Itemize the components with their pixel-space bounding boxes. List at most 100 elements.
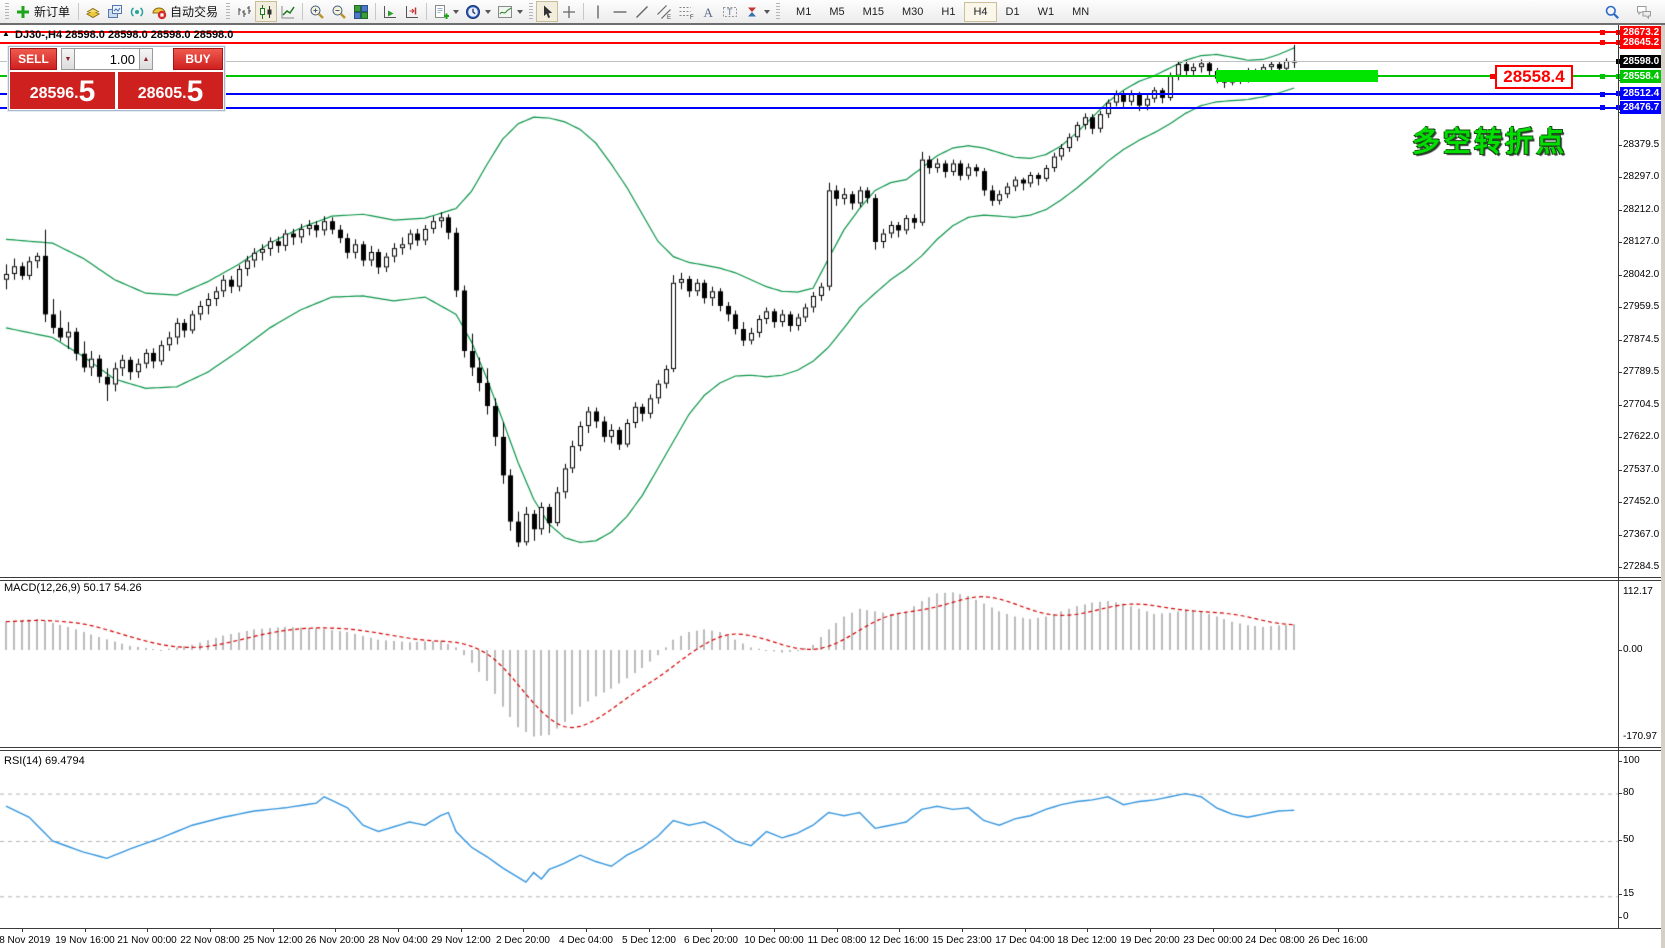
hline-icon (612, 4, 628, 20)
signals-button[interactable] (126, 1, 148, 22)
hline-28673.2[interactable] (0, 31, 1618, 33)
zoom-in-button[interactable] (306, 1, 328, 22)
buy-price-display[interactable]: 28605. 5 (118, 72, 223, 109)
candlestick-chart-canvas[interactable] (0, 25, 1618, 577)
rsi-separator-bottom (0, 750, 1665, 751)
community-chat-button[interactable] (1633, 1, 1655, 22)
line-endpoint-marker[interactable] (1600, 105, 1605, 111)
price-tick-label: 28297.0 (1623, 171, 1660, 182)
timeframe-mn[interactable]: MN (1072, 5, 1090, 18)
cursor-button[interactable] (536, 1, 559, 22)
label-icon: T (722, 4, 738, 20)
hline-28598.0[interactable] (0, 60, 1618, 62)
toolbar-divider (0, 23, 1665, 25)
timeframe-m30[interactable]: M30 (902, 5, 924, 18)
toolbar-grip[interactable] (529, 3, 534, 20)
timeframe-m1[interactable]: M1 (796, 5, 812, 18)
macd-separator-top[interactable] (0, 577, 1665, 578)
line-endpoint-marker[interactable] (1600, 73, 1605, 79)
volume-decrease-button[interactable]: ▼ (61, 48, 75, 70)
trendline-button[interactable] (631, 1, 653, 22)
rsi-scale-label: 15 (1623, 888, 1635, 899)
line-chart-icon (280, 4, 296, 20)
indicators-icon (433, 4, 450, 20)
candlestick-button[interactable] (255, 1, 278, 22)
turning-point-annotation[interactable]: 多空转折点 (1412, 126, 1568, 157)
rsi-separator-top[interactable] (0, 747, 1665, 748)
periods-button[interactable] (462, 1, 494, 22)
templates-button[interactable] (494, 1, 526, 22)
text-button[interactable]: A (697, 1, 719, 22)
autotrading-button[interactable]: 自动交易 (148, 1, 223, 22)
timeframe-h4[interactable]: H4 (964, 1, 997, 22)
search-icon (1604, 4, 1620, 20)
dropdown-arrow-icon[interactable] (517, 9, 524, 14)
rsi-indicator-canvas[interactable] (0, 751, 1618, 928)
sell-button[interactable]: SELL (10, 48, 57, 70)
crosshair-button[interactable] (558, 1, 580, 22)
toolbar-grip[interactable] (226, 3, 231, 20)
bar-chart-icon (236, 4, 252, 20)
sell-price-display[interactable]: 28596. 5 (10, 72, 115, 109)
price-tick-label: 27959.5 (1623, 301, 1660, 312)
timeframe-h1[interactable]: H1 (941, 5, 956, 18)
hline-28476.7[interactable] (0, 106, 1618, 109)
macd-scale-top: 112.17 (1623, 586, 1653, 597)
new-order-button[interactable]: 新订单 (12, 1, 75, 22)
price-tick-label: 27367.0 (1623, 529, 1660, 540)
rsi-scale-tick (1618, 793, 1622, 794)
timeframe-w1[interactable]: W1 (1037, 5, 1055, 18)
timeframe-d1[interactable]: D1 (1005, 5, 1020, 18)
price-callout-box[interactable]: 28558.4 (1495, 65, 1573, 89)
charts-window-button[interactable] (104, 1, 126, 22)
tile-windows-button[interactable] (350, 1, 372, 22)
line-chart-button[interactable] (277, 1, 299, 22)
macd-indicator-canvas[interactable] (0, 581, 1618, 747)
line-endpoint-marker[interactable] (1600, 40, 1605, 46)
search-button[interactable] (1601, 1, 1623, 22)
line-endpoint-marker[interactable] (1600, 29, 1605, 35)
time-tick (649, 929, 650, 932)
timeframe-m5[interactable]: M5 (829, 5, 845, 18)
indicators-button[interactable] (430, 1, 462, 22)
zoom-out-button[interactable] (328, 1, 350, 22)
shift-icon (404, 4, 420, 20)
bar-chart-button[interactable] (233, 1, 255, 22)
time-tick (1087, 929, 1088, 932)
arrows-button[interactable] (741, 1, 773, 22)
vertical-line-button[interactable] (587, 1, 609, 22)
line-endpoint-marker[interactable] (1600, 91, 1605, 97)
chart-ohlc-header: DJ30-,H4 28598.0 28598.0 28598.0 28598.0 (15, 29, 234, 41)
price-tag-28476.7: 28476.7 (1616, 101, 1663, 114)
time-tick (962, 929, 963, 932)
autotrade-icon (151, 4, 167, 20)
dropdown-arrow-icon[interactable] (764, 9, 771, 14)
green-highlight-bar[interactable] (1216, 70, 1378, 82)
volume-input[interactable] (75, 48, 139, 70)
dropdown-arrow-icon[interactable] (485, 9, 492, 14)
history-center-button[interactable] (82, 1, 104, 22)
horizontal-line-button[interactable] (609, 1, 631, 22)
auto-scroll-button[interactable] (379, 1, 401, 22)
price-tick-label: 27622.0 (1623, 431, 1660, 442)
chart-shift-button[interactable] (401, 1, 423, 22)
hline-28512.4[interactable] (0, 93, 1618, 95)
cursor-icon (539, 4, 555, 20)
hline-28645.2[interactable] (0, 41, 1618, 44)
dropdown-arrow-icon[interactable] (453, 9, 460, 14)
volume-increase-button[interactable]: ▲ (139, 48, 153, 70)
time-label: 25 Nov 12:00 (243, 935, 303, 946)
toolbar-grip[interactable] (5, 3, 9, 20)
equidistant-channel-button[interactable]: E (653, 1, 675, 22)
text-label-button[interactable]: T (719, 1, 741, 22)
buy-button[interactable]: BUY (173, 48, 223, 70)
time-label: 29 Nov 12:00 (431, 935, 491, 946)
toolbar-grip[interactable] (776, 3, 781, 20)
fibonacci-button[interactable]: F (675, 1, 697, 22)
trendline-icon (634, 4, 650, 20)
svg-text:E: E (667, 15, 671, 20)
time-label: 5 Dec 12:00 (622, 935, 676, 946)
timeframe-m15[interactable]: M15 (862, 5, 884, 18)
hline-28558.4[interactable] (0, 75, 1618, 78)
